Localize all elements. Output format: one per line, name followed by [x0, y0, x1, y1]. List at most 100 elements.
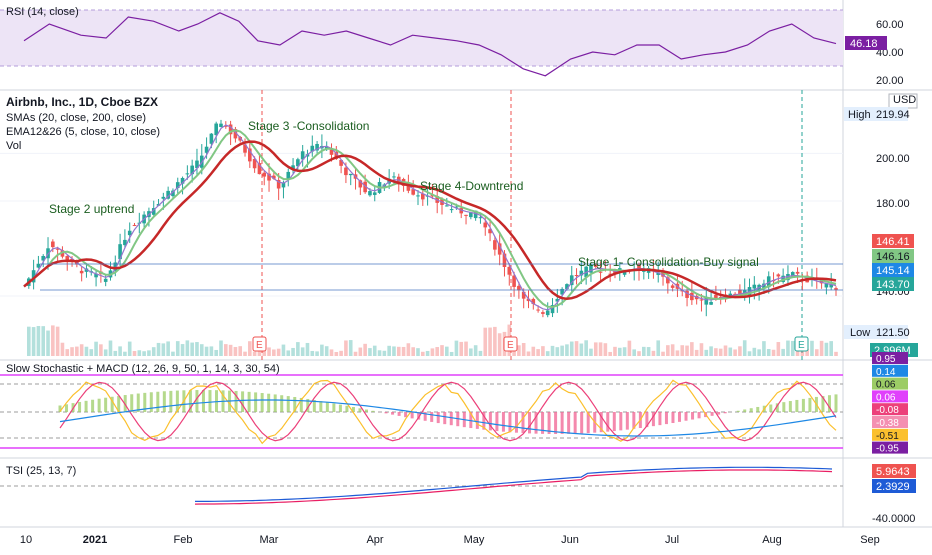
macd-histogram-bar	[737, 411, 740, 412]
volume-bar	[469, 348, 473, 356]
volume-bar	[834, 352, 838, 356]
volume-bar	[378, 350, 382, 356]
macd-histogram-bar	[85, 401, 88, 412]
volume-bar	[815, 349, 819, 356]
rsi-label: RSI (14, close)	[6, 6, 79, 18]
earnings-marker[interactable]: E	[253, 337, 266, 351]
macd-histogram-bar	[326, 402, 329, 412]
volume-bar	[709, 346, 713, 356]
volume-bar	[387, 346, 391, 356]
volume-bar	[632, 349, 636, 356]
volume-bar	[676, 350, 680, 356]
indicator-vol: Vol	[6, 140, 21, 152]
volume-bar	[392, 346, 396, 356]
volume-bar	[435, 347, 439, 356]
volume-bar	[339, 351, 343, 356]
candle	[344, 168, 348, 175]
indicator-ema: EMA12&26 (5, close, 10, close)	[6, 126, 160, 138]
macd-histogram-bar	[502, 412, 505, 432]
macd-histogram-bar	[358, 408, 361, 412]
volume-bar	[51, 325, 55, 356]
earnings-marker[interactable]: E	[504, 337, 517, 351]
candle	[104, 279, 108, 282]
stoch-macd-tag-value: 0.06	[876, 380, 896, 391]
volume-bar	[142, 351, 146, 356]
volume-bar	[575, 341, 579, 356]
volume-bar	[580, 344, 584, 356]
volume-bar	[628, 341, 632, 356]
annotation-stage4: Stage 4-Downtrend	[420, 179, 523, 193]
volume-bar	[291, 348, 295, 356]
macd-histogram-bar	[365, 410, 368, 412]
tsi-label: TSI (25, 13, 7)	[6, 465, 76, 477]
macd-histogram-bar	[98, 399, 101, 412]
macd-histogram-bar	[724, 412, 727, 413]
volume-bar	[61, 343, 65, 356]
candle	[834, 288, 838, 290]
volume-bar	[359, 348, 363, 356]
macd-histogram-bar	[613, 412, 616, 431]
volume-bar	[642, 347, 646, 356]
volume-bar	[714, 348, 718, 356]
volume-bar	[613, 347, 617, 356]
volume-bar	[41, 326, 45, 356]
volume-bar	[637, 351, 641, 356]
volume-bar	[536, 349, 540, 356]
volume-bar	[748, 351, 752, 356]
volume-bar	[104, 349, 108, 356]
macd-histogram-bar	[580, 412, 583, 433]
volume-bar	[37, 326, 41, 356]
volume-bar	[195, 342, 199, 356]
volume-bar	[666, 345, 670, 356]
volume-bar	[445, 347, 449, 356]
volume-bar	[310, 351, 314, 356]
high-label: High	[848, 109, 871, 121]
volume-bar	[354, 352, 358, 356]
candle	[546, 311, 550, 316]
volume-bar	[229, 345, 233, 356]
volume-bar	[118, 346, 122, 356]
earnings-marker[interactable]: E	[795, 337, 808, 351]
macd-histogram-bar	[626, 412, 629, 430]
macd-histogram-bar	[411, 412, 414, 418]
macd-histogram-bar	[711, 412, 714, 416]
candle	[65, 256, 69, 260]
volume-bar	[80, 344, 84, 356]
volume-bar	[483, 328, 487, 356]
price-tag-143-70-text: 143.70	[876, 279, 910, 291]
macd-histogram-bar	[574, 412, 577, 434]
stoch-macd-tag-value: 0.14	[876, 367, 896, 378]
volume-bar	[162, 343, 166, 356]
candle	[162, 197, 166, 199]
x-axis-tick: Sep	[860, 534, 880, 546]
volume-bar	[762, 341, 766, 356]
volume-bar	[133, 351, 137, 356]
price-tick-180: 180.00	[876, 198, 910, 210]
volume-bar	[431, 348, 435, 356]
macd-histogram-bar	[756, 407, 759, 412]
volume-bar	[238, 346, 242, 356]
macd-histogram-bar	[750, 408, 753, 412]
macd-histogram-bar	[554, 412, 557, 434]
macd-histogram-bar	[508, 412, 511, 432]
x-axis-tick: Feb	[174, 534, 193, 546]
volume-bar	[464, 342, 468, 356]
macd-histogram-bar	[150, 392, 153, 412]
stoch-macd-tag-value: 0.95	[876, 354, 896, 365]
stoch-macd-tag-value: 0.06	[876, 392, 896, 403]
volume-bar	[680, 345, 684, 356]
volume-bar	[455, 341, 459, 356]
volume-bar	[719, 349, 723, 356]
volume-bar	[479, 351, 483, 356]
macd-histogram-bar	[391, 412, 394, 415]
macd-histogram-bar	[130, 394, 133, 412]
macd-histogram-bar	[678, 412, 681, 422]
chart-title: Airbnb, Inc., 1D, Cboe BZX	[6, 95, 158, 109]
volume-bar	[411, 347, 415, 356]
volume-bar	[551, 346, 555, 356]
volume-bar	[498, 333, 502, 356]
volume-bar	[661, 352, 665, 356]
volume-bar	[527, 351, 531, 356]
earnings-letter: E	[507, 340, 514, 351]
